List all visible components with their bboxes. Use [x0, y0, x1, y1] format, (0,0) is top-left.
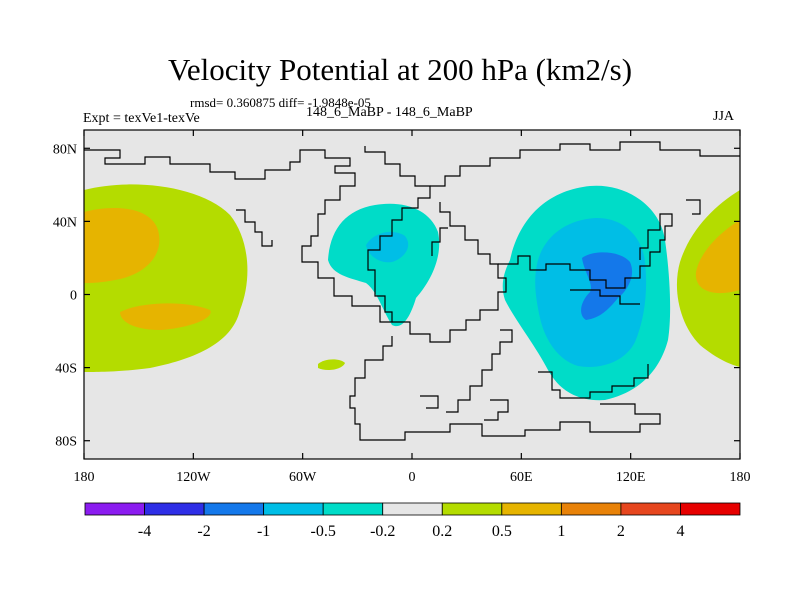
- x-tick-label: 60W: [289, 470, 317, 485]
- colorbar-swatch: [382, 502, 443, 516]
- y-tick-label: 0: [70, 289, 77, 304]
- contour-negative-0.5-atlantic: [366, 231, 409, 263]
- coastlines: [84, 141, 740, 441]
- experiment-label: Expt = texVe1-texVe: [83, 111, 200, 126]
- rmsd-diff-stats: rmsd= 0.360875 diff= -1.9848e-05: [190, 95, 371, 110]
- x-tick-label: 0: [409, 470, 416, 485]
- colorbar-swatch: [560, 502, 622, 516]
- colorbar-swatch: [501, 502, 562, 516]
- x-tick-label: 180: [74, 470, 95, 485]
- colorbar-swatch: [144, 502, 205, 516]
- y-axis-ticks: 80N 40N 0 40S 80S: [53, 142, 740, 450]
- x-tick-label: 180: [730, 470, 751, 485]
- contour-positive-1-west-pacific-south: [120, 303, 211, 330]
- contour-positive-1-east-edge: [695, 220, 740, 294]
- x-tick-label: 120W: [176, 470, 211, 485]
- x-tick-label: 60E: [510, 470, 533, 485]
- colorbar-swatch: [441, 502, 503, 516]
- colorbar: -4 -2 -1 -0.5 -0.2 0.2 0.5 1 2 4: [84, 502, 741, 540]
- colorbar-label: 0.2: [432, 523, 452, 540]
- colorbar-swatch: [203, 502, 265, 516]
- y-tick-label: 40N: [53, 215, 77, 230]
- colorbar-swatch: [322, 502, 384, 516]
- comparison-label: 148_6_MaBP - 148_6_MaBP: [306, 105, 473, 120]
- colorbar-swatch: [680, 502, 741, 516]
- colorbar-label: -0.2: [370, 523, 395, 540]
- colorbar-label: -1: [257, 523, 270, 540]
- colorbar-swatch: [620, 502, 681, 516]
- colorbar-label: 4: [676, 523, 684, 540]
- y-tick-label: 40S: [55, 362, 77, 377]
- colorbar-swatch: [84, 502, 145, 516]
- colorbar-label: 0.5: [492, 523, 512, 540]
- colorbar-label: 1: [557, 523, 565, 540]
- x-axis-ticks: 180 120W 60W 0 60E 120E 180: [74, 130, 751, 485]
- y-tick-label: 80N: [53, 142, 77, 157]
- colorbar-label: -2: [197, 523, 210, 540]
- colorbar-label: -4: [138, 523, 151, 540]
- y-tick-label: 80S: [55, 435, 77, 450]
- colorbar-label: -0.5: [311, 523, 336, 540]
- contour-negative-atlantic: [328, 203, 440, 327]
- contour-positive-1-west-pacific-north: [84, 207, 160, 283]
- map-title: Velocity Potential at 200 hPa (km2/s): [167, 52, 633, 87]
- colorbar-swatch: [263, 502, 324, 516]
- contour-positive-small-south-atlantic: [318, 359, 345, 371]
- colorbar-label: 2: [617, 523, 625, 540]
- season-label: JJA: [713, 109, 735, 124]
- x-tick-label: 120E: [616, 470, 646, 485]
